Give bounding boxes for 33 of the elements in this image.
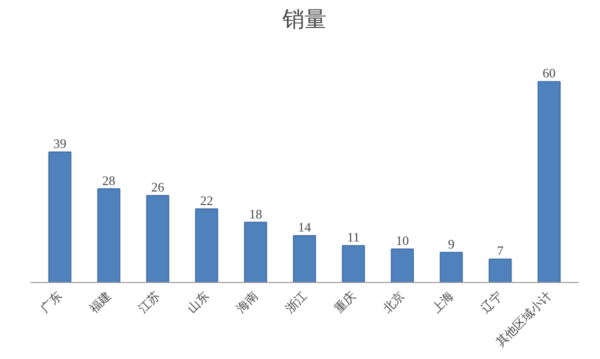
data-label: 11 [347, 230, 360, 245]
chart-title: 销量 [282, 8, 326, 32]
x-tick-label: 北京 [380, 288, 408, 316]
x-tick-label: 浙江 [282, 288, 310, 316]
data-label: 26 [151, 179, 165, 194]
data-label: 18 [249, 206, 262, 222]
data-label: 7 [496, 243, 504, 258]
bar [48, 151, 72, 282]
data-label: 28 [102, 172, 116, 188]
data-label: 9 [448, 236, 455, 252]
data-label: 22 [200, 192, 214, 208]
bar [244, 222, 268, 282]
x-tick-label: 海南 [234, 288, 261, 316]
x-tick-label: 江苏 [136, 288, 163, 316]
data-label: 60 [542, 66, 556, 81]
x-tick-label: 重庆 [332, 288, 358, 316]
bar [390, 248, 414, 282]
x-tick-label: 广东 [38, 288, 65, 316]
bar [440, 252, 463, 282]
x-tick-label: 辽宁 [478, 288, 506, 316]
bar [97, 188, 120, 282]
bar [342, 245, 365, 282]
x-tick-label: 上海 [429, 288, 456, 316]
bar [292, 235, 316, 282]
x-tick-label: 山东 [184, 288, 212, 316]
data-label: 14 [298, 220, 312, 235]
bar [146, 194, 170, 282]
data-label: 39 [53, 136, 66, 151]
x-tick-label: 福建 [86, 288, 114, 316]
data-label: 10 [396, 233, 409, 248]
bar [538, 81, 561, 282]
bar [195, 208, 218, 282]
bar [488, 258, 512, 282]
